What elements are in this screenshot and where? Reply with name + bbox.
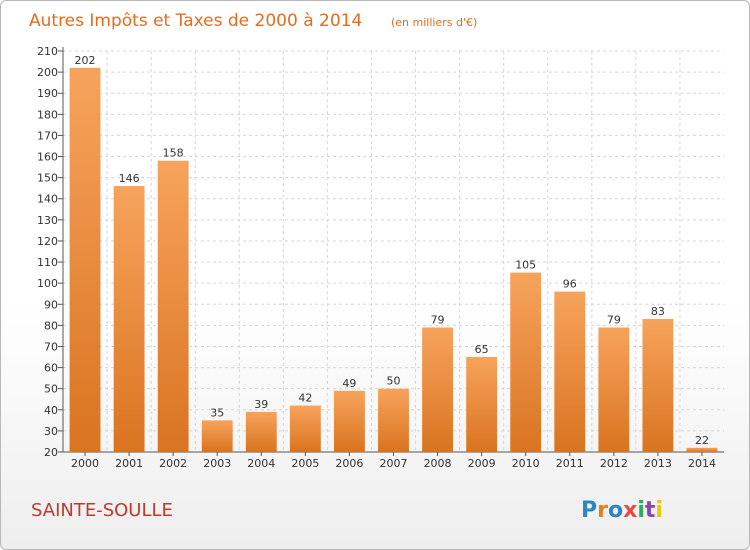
bar-2003 (201, 420, 233, 452)
commune-name: SAINTE-SOULLE (31, 500, 173, 521)
bar-2011 (554, 291, 586, 452)
data-label-2012: 79 (607, 313, 621, 326)
chart-title: Autres Impôts et Taxes de 2000 à 2014 (29, 11, 362, 31)
axes: 20 30 40 50 60 70 80 90 100 110 120 130 140 150 160 170… (37, 45, 724, 470)
y-tick-label: 130 (37, 214, 58, 227)
y-tick-label: 120 (37, 235, 58, 248)
data-label-2009: 65 (475, 343, 489, 356)
x-tick-label: 2013 (644, 457, 672, 470)
bars (69, 67, 718, 453)
y-tick-label: 40 (44, 404, 58, 417)
bar-2009 (466, 357, 498, 452)
logo-letter: i (655, 498, 663, 523)
chart-subtitle: (en milliers d'€) (391, 16, 477, 29)
data-label-2006: 49 (342, 377, 356, 390)
x-tick-label: 2007 (380, 457, 408, 470)
proxiti-logo: Proxiti (581, 498, 663, 523)
x-tick-label: 2008 (424, 457, 452, 470)
data-label-2005: 42 (298, 392, 312, 405)
bar-2005 (289, 405, 321, 452)
y-tick-label: 140 (37, 193, 58, 206)
logo-letter: x (623, 498, 637, 523)
bar-2002 (157, 160, 189, 452)
x-tick-label: 2011 (556, 457, 584, 470)
x-tick-label: 2010 (512, 457, 540, 470)
bar-2006 (334, 390, 365, 452)
x-tick-label: 2000 (71, 457, 99, 470)
x-tick-label: 2014 (688, 457, 716, 470)
bar-2008 (422, 327, 453, 452)
data-label-2003: 35 (210, 406, 224, 419)
bar-2004 (245, 411, 277, 452)
bar-2013 (642, 319, 674, 452)
data-label-2014: 22 (695, 434, 709, 447)
logo-letter: i (637, 498, 645, 523)
bar-2007 (378, 388, 409, 452)
data-label-2000: 202 (75, 54, 96, 67)
data-label-2002: 158 (163, 147, 184, 160)
bar-2014 (686, 447, 718, 452)
x-tick-label: 2001 (115, 457, 143, 470)
y-tick-label: 200 (37, 66, 58, 79)
data-label-2010: 105 (515, 259, 536, 272)
y-tick-label: 30 (44, 425, 58, 438)
data-label-2013: 83 (651, 305, 665, 318)
y-tick-label: 100 (37, 277, 58, 290)
logo-letter: r (597, 498, 608, 523)
x-tick-label: 2006 (335, 457, 363, 470)
x-tick-label: 2005 (291, 457, 319, 470)
data-label-2004: 39 (254, 398, 268, 411)
x-tick-label: 2012 (600, 457, 628, 470)
y-tick-label: 90 (44, 298, 58, 311)
bar-2010 (510, 272, 542, 452)
logo-letter: P (581, 498, 597, 523)
y-tick-label: 190 (37, 87, 58, 100)
gridlines (63, 50, 724, 453)
data-labels: 202 146 158 35 39 42 49 50 79 65 105 96 79 83 22 (75, 54, 709, 447)
x-tick-label: 2009 (468, 457, 496, 470)
data-label-2011: 96 (563, 278, 577, 291)
y-tick-label: 110 (37, 256, 58, 269)
bar-2001 (113, 186, 145, 453)
y-tick-label: 160 (37, 151, 58, 164)
logo-letter: o (608, 498, 623, 523)
data-label-2001: 146 (119, 172, 140, 185)
bar-2012 (598, 327, 630, 452)
y-tick-label: 210 (37, 45, 58, 58)
y-tick-label: 60 (44, 362, 58, 375)
x-tick-label: 2003 (203, 457, 231, 470)
x-tick-label: 2004 (247, 457, 275, 470)
data-label-2008: 79 (431, 313, 445, 326)
y-tick-label: 20 (44, 446, 58, 459)
bar-2000 (69, 67, 101, 452)
logo-letter: t (645, 498, 656, 523)
data-label-2007: 50 (387, 375, 401, 388)
y-tick-label: 180 (37, 108, 58, 121)
x-tick-label: 2002 (159, 457, 187, 470)
y-tick-label: 80 (44, 319, 58, 332)
y-tick-label: 150 (37, 172, 58, 185)
y-tick-label: 170 (37, 129, 58, 142)
y-tick-label: 70 (44, 340, 58, 353)
y-tick-label: 50 (44, 383, 58, 396)
